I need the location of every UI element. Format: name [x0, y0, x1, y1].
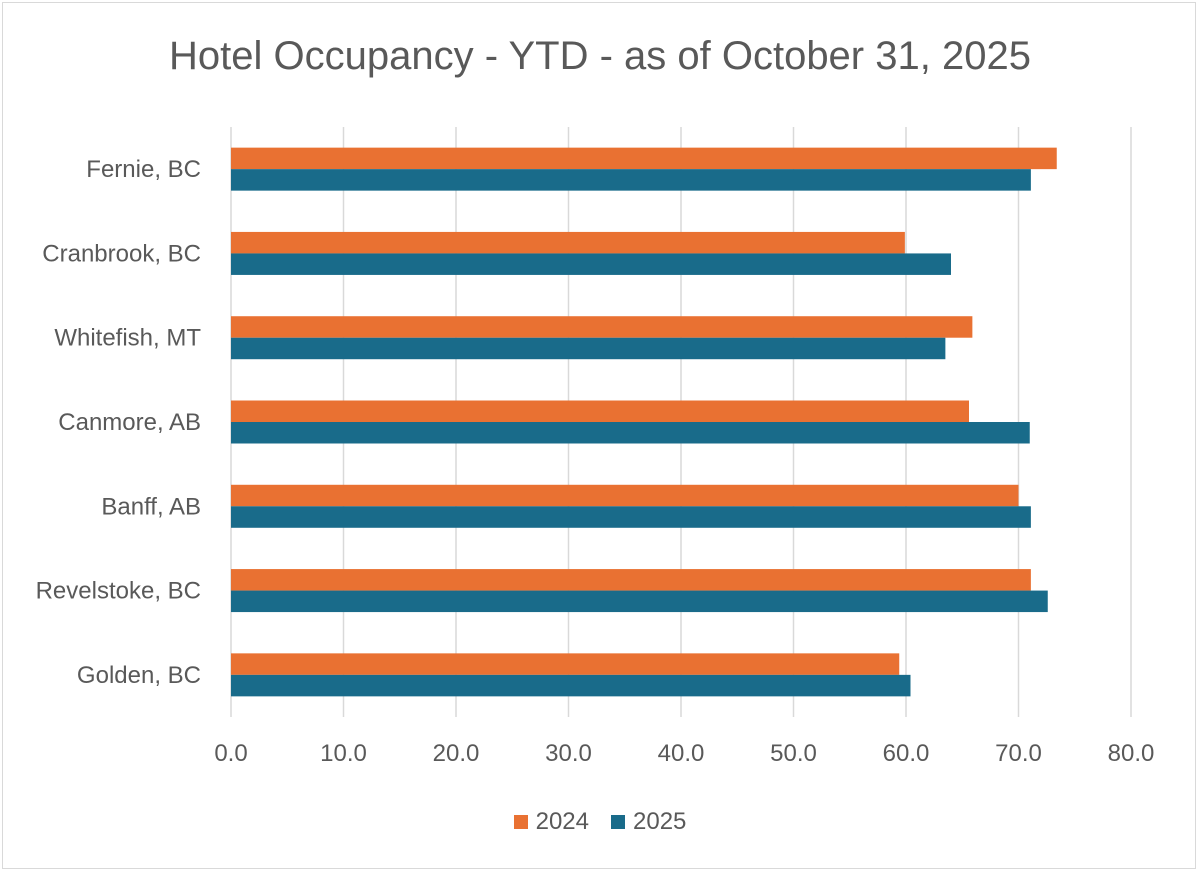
category-label: Whitefish, MT	[54, 325, 201, 352]
x-tick-label: 70.0	[995, 740, 1042, 767]
category-label: Cranbrook, BC	[42, 240, 201, 267]
legend: 2024 2025	[0, 808, 1200, 836]
legend-swatch	[513, 815, 528, 829]
bar-2025	[231, 590, 1048, 613]
bar-2025	[231, 337, 946, 360]
bar-2024	[231, 316, 973, 338]
bar-2024	[231, 653, 900, 675]
bar-2024	[231, 484, 1019, 507]
x-tick-label: 20.0	[433, 740, 480, 767]
legend-label: 2024	[535, 808, 589, 835]
x-tick-label: 80.0	[1108, 740, 1155, 767]
bar-2024	[231, 400, 969, 422]
x-tick-label: 0.0	[214, 740, 247, 767]
x-tick-label: 10.0	[320, 740, 367, 767]
bar-2025	[231, 674, 911, 697]
bar-2024	[231, 569, 1031, 591]
chart-title: Hotel Occupancy - YTD - as of October 31…	[169, 34, 1031, 78]
category-label: Revelstoke, BC	[36, 578, 201, 605]
legend-label: 2025	[633, 808, 687, 835]
bar-2025	[231, 169, 1031, 191]
bar-2025	[231, 422, 1030, 444]
bar-2024	[231, 147, 1057, 170]
x-tick-label: 50.0	[770, 740, 817, 767]
legend-item-2024: 2024	[513, 808, 589, 836]
bar-2024	[231, 231, 905, 254]
category-label: Golden, BC	[77, 662, 201, 689]
legend-swatch	[611, 815, 625, 829]
category-label: Canmore, AB	[58, 409, 201, 436]
x-tick-label: 60.0	[883, 740, 930, 767]
category-label: Banff, AB	[101, 493, 201, 520]
bar-2025	[231, 253, 951, 275]
x-tick-label: 40.0	[658, 740, 705, 767]
x-tick-label: 30.0	[545, 740, 592, 767]
legend-item-2025: 2025	[611, 808, 686, 836]
category-label: Fernie, BC	[86, 156, 201, 183]
bar-2025	[231, 506, 1031, 528]
